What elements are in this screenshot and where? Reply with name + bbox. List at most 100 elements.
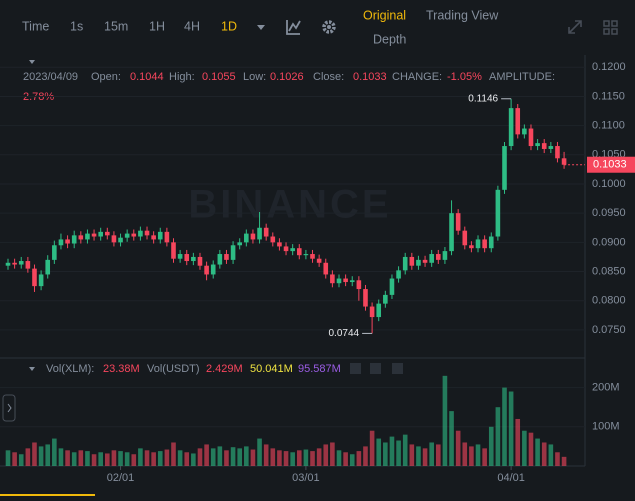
candle-body — [528, 128, 534, 147]
info-label: CHANGE: — [392, 71, 442, 83]
candle-body — [310, 254, 315, 259]
volume-bar — [118, 451, 123, 466]
x-tick-label: 04/01 — [497, 472, 525, 484]
candle-body — [244, 233, 249, 243]
candle-body — [482, 239, 487, 249]
collapse-icon[interactable] — [29, 367, 35, 371]
info-value: 0.1044 — [130, 71, 164, 83]
candle-body — [462, 230, 468, 246]
candle-body — [283, 246, 289, 252]
candle-body — [157, 231, 163, 240]
fullscreen-icon[interactable] — [568, 20, 582, 34]
last-price-label: 0.1033 — [593, 159, 627, 171]
interval[interactable]: 4H — [184, 19, 200, 33]
interval[interactable]: 1H — [149, 19, 165, 33]
legend-button[interactable] — [370, 363, 381, 374]
candle-body — [65, 239, 70, 244]
candle-body — [508, 108, 514, 147]
last-price-tag — [587, 156, 635, 173]
volume-bar — [237, 448, 242, 466]
candle-body — [118, 237, 123, 243]
volume-bar — [323, 444, 329, 466]
candle-body — [409, 256, 415, 266]
interval[interactable]: 1s — [70, 19, 83, 33]
info-label: Low: — [243, 71, 266, 83]
volume-bar — [91, 454, 97, 466]
candle-body — [38, 274, 44, 287]
info-label: High: — [169, 71, 195, 83]
volume-bar — [409, 444, 415, 466]
candle-body — [429, 254, 434, 263]
candle-body — [52, 245, 57, 260]
candle-body — [376, 303, 382, 318]
candle-body — [237, 242, 242, 246]
settings-icon[interactable] — [322, 20, 336, 34]
candle-body — [402, 256, 408, 271]
legend-button[interactable] — [350, 363, 361, 374]
dropdown-icon[interactable] — [257, 25, 265, 30]
volume-bar — [197, 448, 203, 466]
candle-body — [495, 189, 501, 237]
candle-body — [389, 278, 395, 295]
volume-bar — [482, 448, 487, 466]
volume-legend: 23.38M — [103, 363, 140, 375]
volume-bar — [455, 430, 461, 466]
candle-body — [224, 254, 229, 260]
volume-bar — [541, 442, 547, 466]
info-value: 0.1026 — [270, 71, 304, 83]
view-tab-active[interactable]: Original — [363, 8, 406, 22]
volume-bar — [85, 451, 90, 466]
volume-bar — [475, 444, 481, 466]
candle-body — [336, 278, 342, 284]
candle-body — [191, 256, 196, 262]
candle-body — [442, 251, 448, 260]
indicator-icon[interactable] — [286, 20, 301, 35]
info-value: 0.1033 — [353, 71, 387, 83]
interval[interactable]: Time — [22, 19, 49, 33]
layout-icon[interactable] — [603, 20, 618, 35]
volume-bar — [330, 442, 335, 466]
side-toggle[interactable] — [2, 394, 16, 422]
candle-body — [131, 233, 137, 237]
volume-bar — [71, 452, 77, 466]
candle-body — [250, 233, 256, 240]
candle-body — [124, 233, 130, 238]
candle-body — [548, 146, 554, 149]
collapse-icon[interactable] — [29, 60, 35, 64]
volume-bar — [502, 387, 507, 466]
info-value: -1.05% — [447, 71, 482, 83]
legend-button[interactable] — [392, 363, 403, 374]
volume-bar — [230, 447, 236, 466]
candle-body — [263, 227, 269, 237]
volume-bar — [32, 442, 37, 466]
candle-body — [12, 262, 17, 265]
candle-body — [502, 146, 507, 190]
candle-body — [290, 248, 295, 252]
candle-body — [85, 233, 90, 240]
volume-bar — [535, 438, 540, 466]
candle-body — [343, 278, 348, 283]
interval[interactable]: 15m — [104, 19, 128, 33]
volume-bar — [177, 450, 183, 466]
candle-body — [316, 258, 322, 263]
y-tick-label: 0.1100 — [592, 120, 625, 132]
volume-legend: 50.041M — [250, 363, 293, 375]
x-tick-label: 02/01 — [107, 472, 135, 484]
candle-body — [151, 235, 156, 240]
candle-body — [144, 230, 150, 236]
volume-bar — [389, 436, 395, 466]
candle-body — [323, 262, 329, 275]
view-tab[interactable]: Trading View — [426, 8, 499, 22]
volume-bar — [217, 446, 223, 466]
volume-bar — [244, 446, 249, 466]
volume-bar — [45, 444, 51, 466]
volume-legend: Vol(USDT) — [147, 363, 200, 375]
candle-body — [217, 254, 223, 265]
interval-active[interactable]: 1D — [221, 19, 237, 33]
candle-body — [449, 213, 454, 252]
candle-body — [98, 231, 103, 237]
view-tab[interactable]: Depth — [373, 32, 406, 46]
volume-bar — [555, 452, 560, 466]
y-tick-label: 200M — [592, 382, 620, 394]
